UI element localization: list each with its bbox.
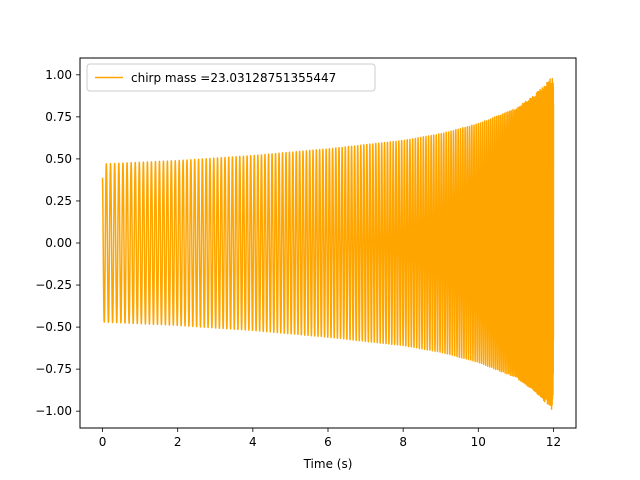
x-tick-label: 4 [249,435,257,449]
legend-box [86,63,376,92]
legend: chirp mass =23.03128751355447 [86,63,376,92]
x-tick-label: 0 [99,435,107,449]
x-axis-label: Time (s) [303,457,353,471]
x-tick-label: 12 [546,435,561,449]
y-tick-label: −0.75 [35,362,72,376]
y-tick-label: 0.25 [45,194,72,208]
x-tick-label: 8 [399,435,407,449]
y-tick-label: 1.00 [45,68,72,82]
y-tick-label: 0.00 [45,236,72,250]
y-tick-label: 0.75 [45,110,72,124]
series-line-chirp [101,78,555,410]
y-tick-label: −0.50 [35,320,72,334]
y-tick-label: −0.25 [35,278,72,292]
y-tick-label: 0.50 [45,152,72,166]
x-tick-label: 10 [471,435,486,449]
y-tick-label: −1.00 [35,404,72,418]
legend-label: chirp mass =23.03128751355447 [131,71,336,85]
x-tick-label: 6 [324,435,332,449]
x-tick-label: 2 [174,435,182,449]
